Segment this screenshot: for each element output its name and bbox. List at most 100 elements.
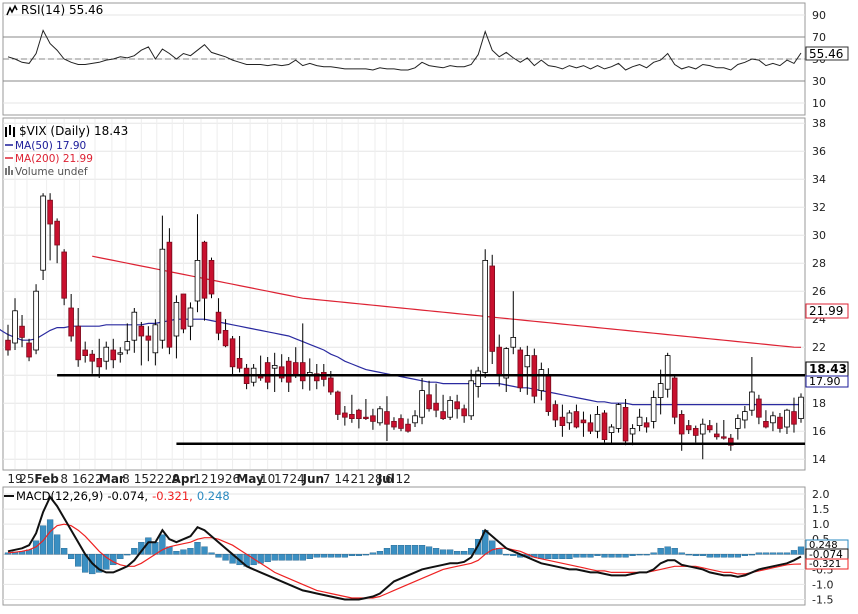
candle-body (770, 415, 776, 424)
candle-body (201, 241, 208, 299)
candle-body (475, 370, 481, 387)
macd-histogram-bar (320, 554, 327, 558)
macd-line (7, 495, 802, 601)
candle-body (510, 336, 517, 348)
x-tick-label: 14 (334, 472, 349, 486)
macd-histogram-bar (271, 554, 278, 561)
macd-histogram-bar (124, 554, 131, 556)
candle-body (68, 307, 74, 337)
candle-body (454, 401, 460, 410)
candle-body (692, 427, 699, 436)
candle-body (594, 413, 601, 432)
macd-histogram-bar (131, 548, 138, 555)
ma200-value-tag: 21.99 (805, 303, 849, 319)
candle-body (145, 335, 152, 341)
candle-body (566, 412, 573, 424)
x-tick-label: 25 (19, 472, 34, 486)
macd-value-tags: 0.248 -0.074 -0.321 (805, 539, 849, 570)
x-tick-label: 28 (367, 472, 382, 486)
macd-histogram-bar (313, 554, 320, 558)
candle-body (377, 408, 383, 424)
macd-histogram-bar (53, 534, 61, 555)
line-chart-icon (6, 4, 18, 16)
macd-histogram-bar (278, 554, 285, 561)
candle-body (468, 380, 474, 417)
candle-body (791, 411, 797, 425)
candle-body (89, 353, 95, 362)
macd-histogram-bar (46, 519, 54, 555)
volume-bars-icon (5, 166, 13, 175)
candle-body (342, 412, 348, 418)
ma200-value-tag-box (805, 303, 849, 319)
candle-body (749, 391, 755, 411)
macd-histogram-bar (692, 554, 699, 556)
x-tick-label: Jul (377, 472, 395, 486)
candle-body (784, 409, 790, 428)
price-grid (3, 119, 805, 469)
macd-histogram-bar (264, 554, 271, 563)
macd-name: MACD(12,26,9) (16, 489, 103, 503)
macd-histogram-bar (720, 554, 727, 558)
candle-body (622, 406, 629, 442)
candle-body (559, 416, 566, 427)
macd-histogram-bar (173, 551, 180, 555)
x-tick-label: 19 (209, 472, 224, 486)
macd-signal-tag-text: -0.321 (809, 559, 841, 570)
macd-histogram-bar (664, 546, 671, 555)
candle-body (12, 310, 18, 344)
candle-body (47, 199, 53, 225)
ma50-value-tag-box (805, 375, 849, 388)
candle-body (671, 377, 678, 418)
macd-histogram-bar (418, 545, 426, 555)
candle-body (61, 251, 67, 299)
macd-histogram-bar (713, 554, 720, 558)
candle-body (482, 259, 488, 373)
candle-body (33, 290, 39, 351)
macd-tag-text: -0.074 (809, 549, 843, 561)
candle-body (271, 364, 278, 369)
macd-histogram-bar (503, 554, 510, 556)
candle-body (370, 415, 376, 422)
candle-body (180, 293, 187, 330)
price-tick-label: 36 (812, 145, 826, 158)
macd-histogram-bar (769, 552, 777, 555)
candle-body (117, 352, 124, 355)
ma50-legend-label: MA(50) 17.90 (15, 140, 86, 152)
macd-histogram-bar (615, 554, 622, 558)
macd-histogram-bar (790, 550, 798, 555)
macd-histogram-bar (306, 554, 313, 560)
x-tick-label: Jun (301, 472, 324, 486)
macd-tick-label: 1.0 (812, 518, 830, 531)
macd-histogram-bar (755, 552, 763, 555)
candle-body (447, 399, 453, 418)
macd-signal-value: -0.321, (152, 489, 193, 503)
macd-histogram-bar (222, 554, 229, 561)
macd-histogram-bar (292, 554, 299, 561)
candle-body (601, 412, 608, 441)
candle-body (440, 411, 446, 420)
candle-body (236, 357, 243, 369)
macd-histogram-bar (404, 545, 412, 555)
candle-body (349, 413, 355, 419)
price-tick-label: 28 (812, 257, 826, 270)
candle-body (173, 301, 180, 337)
candle-body (685, 425, 692, 431)
macd-value: -0.074, (107, 489, 148, 503)
x-tick-label: 21 (351, 472, 366, 486)
candle-body (721, 436, 727, 439)
candle-body (643, 422, 650, 428)
candle-body (152, 324, 159, 354)
candle-body (384, 411, 390, 425)
macd-histogram-bar (369, 552, 377, 555)
macd-histogram-bar (299, 554, 306, 561)
macd-histogram-bar (75, 554, 82, 567)
macd-histogram-bar (348, 554, 356, 556)
candle-body (391, 420, 397, 428)
macd-histogram-bar (678, 552, 685, 555)
price-tick-label: 18 (812, 397, 826, 410)
candle-body (159, 248, 166, 341)
candle-body (650, 397, 657, 422)
candle-body (75, 325, 81, 361)
x-tick-label: 15 (134, 472, 149, 486)
